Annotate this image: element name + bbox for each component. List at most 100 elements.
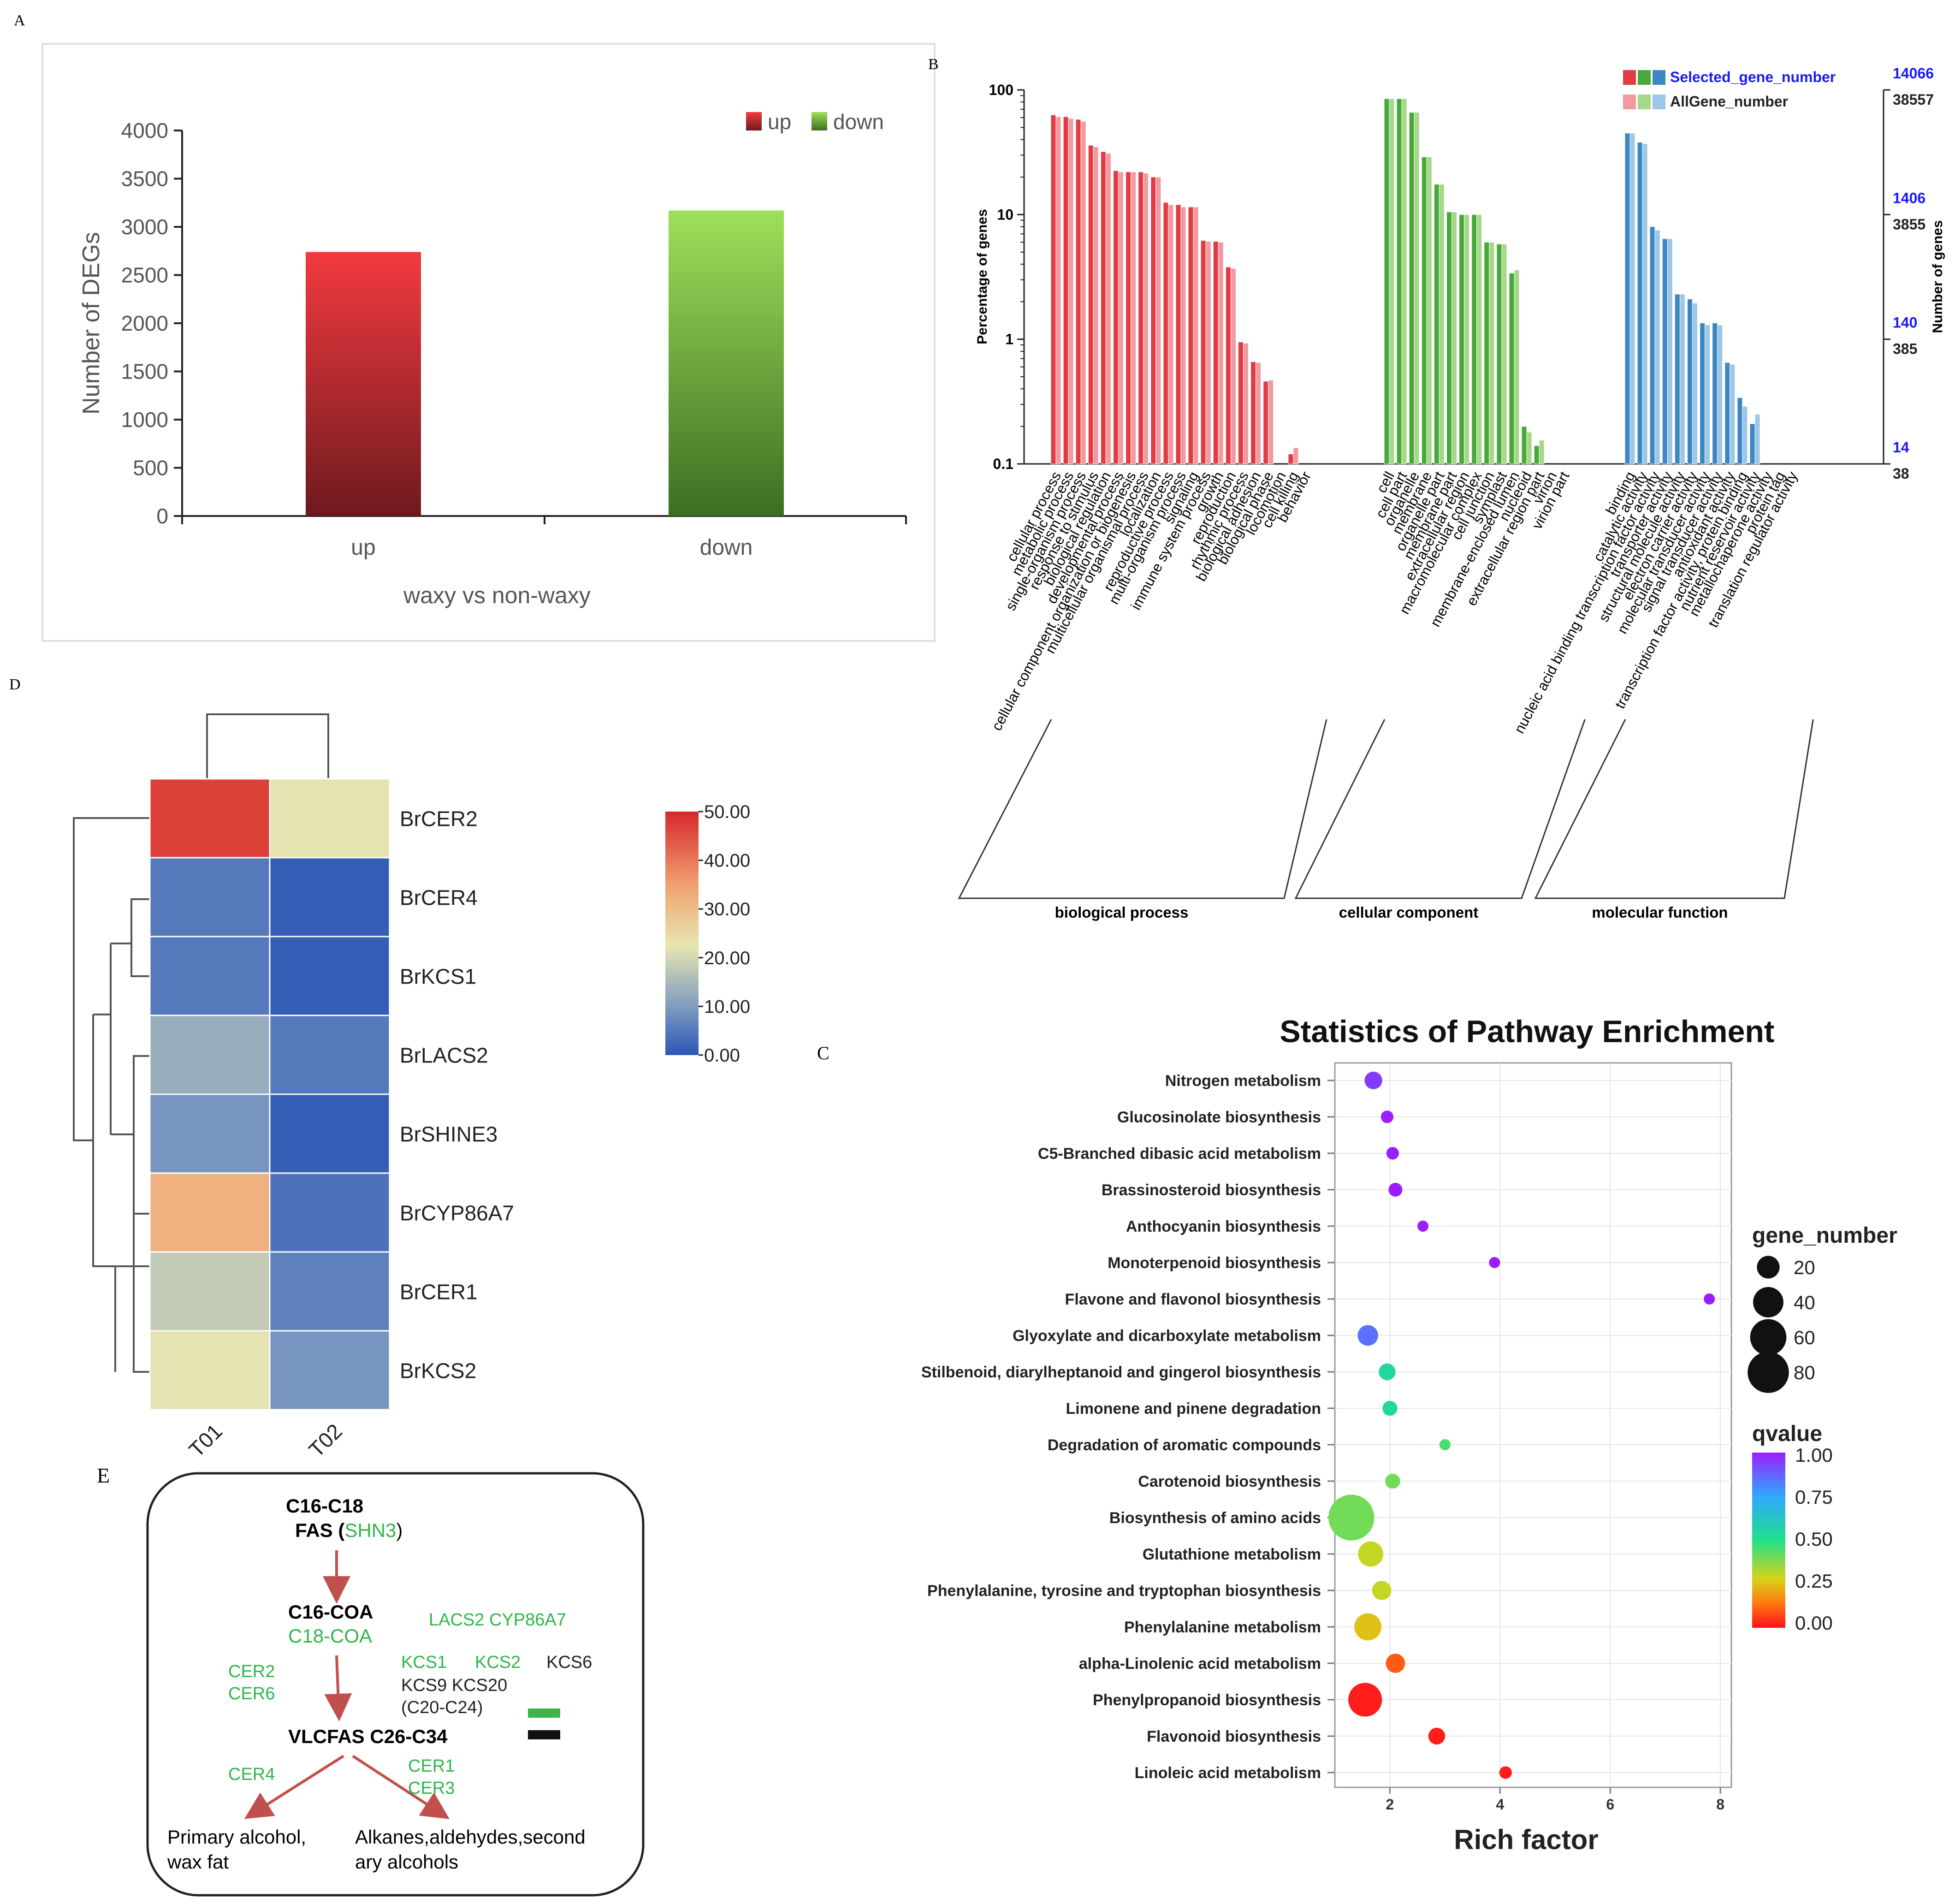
b-bar-all xyxy=(1526,432,1532,464)
d-row-dendrogram-f xyxy=(93,1265,116,1372)
b-bar-all xyxy=(1193,207,1199,464)
panel-label-e: E xyxy=(97,1464,110,1487)
e-out-wax-fat: wax fat xyxy=(167,1851,229,1873)
e-legend-green xyxy=(528,1708,560,1718)
d-col-label: T01 xyxy=(184,1419,227,1462)
b-bar-selected xyxy=(1175,204,1181,464)
b-right-tick-selected: 1406 xyxy=(1893,190,1925,206)
b-right-tick-all: 3855 xyxy=(1893,216,1925,232)
c-point xyxy=(1428,1727,1446,1745)
b-bar-selected xyxy=(1250,361,1256,464)
b-bar-selected xyxy=(1687,299,1693,464)
c-color-legend-label: 0.25 xyxy=(1795,1570,1833,1592)
b-y-axis-label: Percentage of genes xyxy=(975,209,990,344)
b-bar-selected xyxy=(1150,177,1156,464)
e-node-fas: FAS (SHN3) xyxy=(295,1519,403,1541)
a-y-axis-label: Number of DEGs xyxy=(78,232,105,415)
b-bar-all xyxy=(1256,362,1262,464)
c-size-legend-dot xyxy=(1753,1287,1783,1317)
c-size-legend-label: 80 xyxy=(1794,1362,1815,1383)
b-bar-all xyxy=(1080,121,1086,464)
d-heat-cell xyxy=(149,1172,271,1253)
d-heat-cell xyxy=(149,778,271,859)
b-bar-all xyxy=(1143,172,1149,464)
b-bar-selected xyxy=(1200,240,1206,464)
c-pathway-label: Phenylalanine metabolism xyxy=(1124,1619,1321,1636)
b-legend-selected: Selected_gene_number xyxy=(1670,69,1836,85)
b-bar-all xyxy=(1717,325,1723,464)
b-bar-selected xyxy=(1163,202,1169,464)
b-bar-all xyxy=(1667,238,1673,464)
a-y-tick-label: 1500 xyxy=(121,360,168,384)
b-bar-selected xyxy=(1075,119,1081,464)
b-bar-all xyxy=(1243,343,1249,464)
c-point xyxy=(1358,1541,1383,1567)
panel-label-d: D xyxy=(9,676,21,693)
b-bar-all xyxy=(1754,414,1760,464)
b-bar-selected xyxy=(1100,151,1106,464)
b-group-bracket-mf xyxy=(1534,719,1814,899)
c-pathway-label: Glutathione metabolism xyxy=(1143,1546,1321,1563)
b-bar-selected xyxy=(1712,322,1718,464)
c-pathway-label: Limonene and pinene degradation xyxy=(1066,1400,1321,1418)
b-bar-selected xyxy=(1126,172,1132,464)
c-color-legend-label: 0.50 xyxy=(1795,1528,1833,1550)
b-legend-swatch-all-bp xyxy=(1623,95,1636,109)
b-bar-all xyxy=(1414,112,1420,464)
b-legend-swatch-all-mf xyxy=(1653,95,1665,109)
b-bar-selected xyxy=(1471,214,1477,464)
b-bar-all xyxy=(1501,243,1507,464)
a-y-tick-label: 3500 xyxy=(121,167,168,191)
c-title: Statistics of Pathway Enrichment xyxy=(1280,1014,1774,1049)
c-pathway-label: Flavonoid biosynthesis xyxy=(1147,1728,1321,1745)
e-node-c16c18: C16-C18 xyxy=(286,1495,363,1517)
d-row-dendrogram-e xyxy=(111,1055,150,1373)
b-right-axis-label: Number of genes xyxy=(1930,220,1945,333)
c-point xyxy=(1388,1183,1403,1197)
b-bar-selected xyxy=(1496,243,1502,464)
b-bar-all xyxy=(1268,380,1274,464)
c-size-legend-label: 60 xyxy=(1794,1327,1815,1348)
panel-label-b: B xyxy=(928,56,939,73)
c-x-tick-label: 8 xyxy=(1716,1796,1724,1813)
d-heat-cell xyxy=(149,1251,271,1332)
d-heat-cell xyxy=(269,1093,391,1174)
a-bar-down xyxy=(669,210,784,516)
c-color-legend-bar xyxy=(1752,1453,1785,1628)
c-color-legend-label: 1.00 xyxy=(1795,1444,1833,1466)
b-bar-all xyxy=(1642,143,1648,464)
e-kcs9-kcs20: KCS9 KCS20 xyxy=(401,1676,507,1695)
panel-b-go-chart: 0.1 14 38 1 140 385 10 1406 3855 100 14066 38557 ce… xyxy=(958,65,1945,921)
c-x-tick-label: 4 xyxy=(1496,1796,1504,1813)
a-x-tick-label: down xyxy=(700,535,753,560)
c-point xyxy=(1372,1581,1392,1600)
b-legend-all: AllGene_number xyxy=(1670,93,1788,110)
b-bar-selected xyxy=(1113,170,1119,464)
b-bar-selected xyxy=(1188,207,1194,464)
b-left-tick-label: 10 xyxy=(997,206,1013,223)
b-bar-all xyxy=(1068,118,1074,464)
e-kcs1: KCS1 xyxy=(401,1653,447,1672)
b-bar-selected xyxy=(1724,362,1730,464)
c-point xyxy=(1380,1110,1394,1123)
c-point xyxy=(1379,1363,1396,1381)
b-bar-selected xyxy=(1674,294,1680,464)
d-row-label: BrKCS2 xyxy=(400,1359,476,1383)
b-right-tick-all: 38 xyxy=(1893,465,1909,482)
b-bar-selected xyxy=(1521,426,1527,464)
d-heat-cell xyxy=(149,1093,271,1174)
b-bar-selected xyxy=(1288,454,1294,464)
b-right-tick-selected: 14066 xyxy=(1893,65,1934,82)
b-bar-selected xyxy=(1213,241,1219,464)
d-row-label: BrCER1 xyxy=(400,1280,478,1304)
b-bar-selected xyxy=(1088,145,1094,464)
b-bar-selected xyxy=(1063,116,1069,464)
b-group-bracket-cc xyxy=(1294,719,1586,899)
b-bar-all xyxy=(1629,133,1635,464)
b-bar-all xyxy=(1093,146,1099,464)
c-pathway-label: Glucosinolate biosynthesis xyxy=(1117,1109,1321,1126)
c-color-legend-label: 0.00 xyxy=(1795,1612,1833,1634)
d-row-dendrogram-a xyxy=(92,1014,150,1267)
e-cer2: CER2 xyxy=(228,1662,275,1681)
